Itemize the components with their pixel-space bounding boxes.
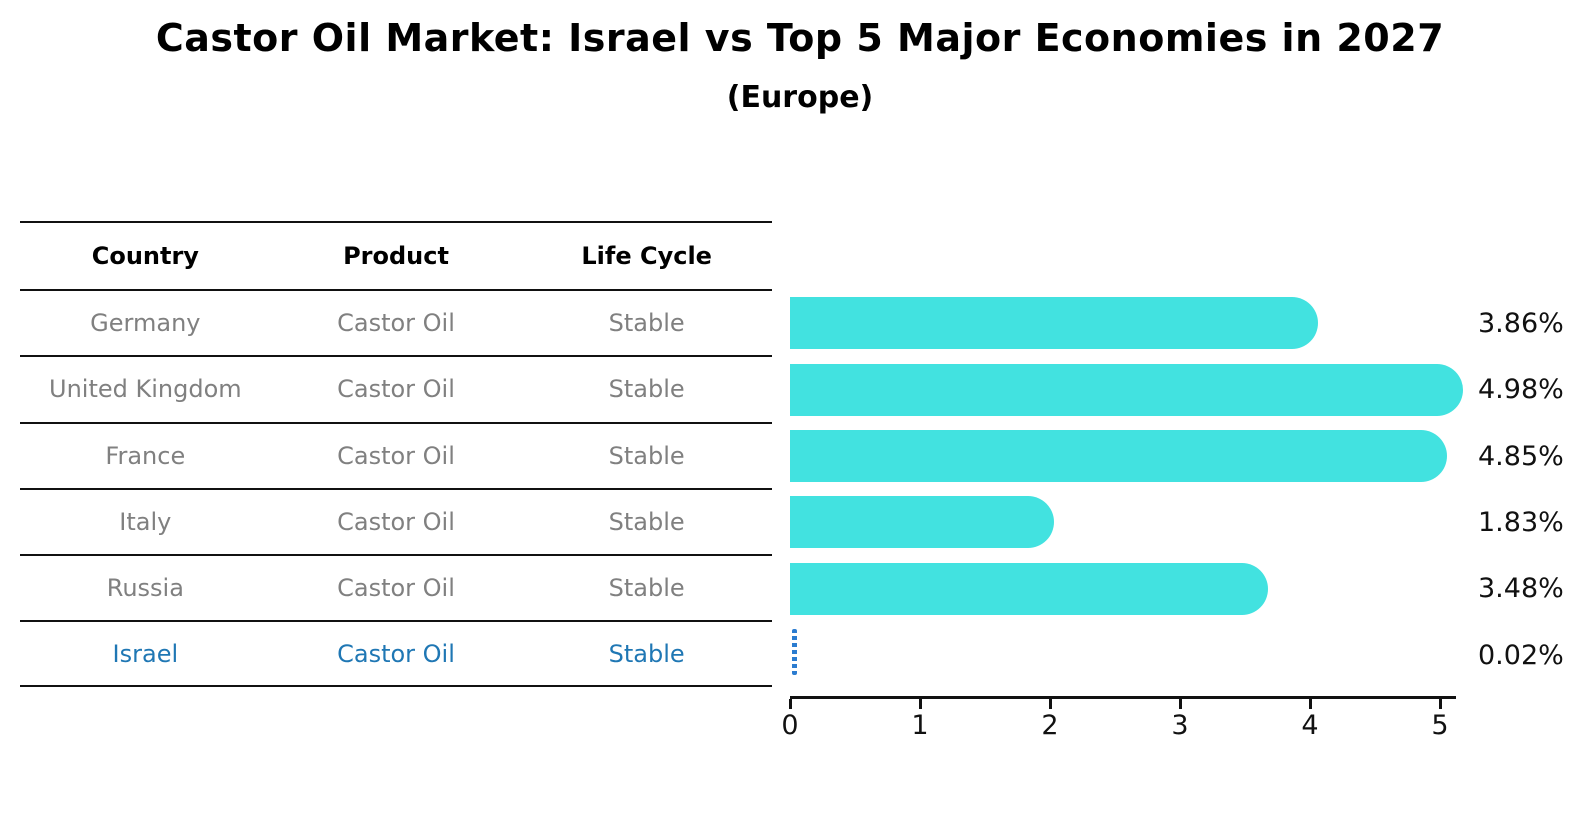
cell-product: Castor Oil: [337, 639, 455, 668]
cell-country: Germany: [90, 309, 201, 338]
cell-lifecycle: Stable: [608, 639, 685, 668]
table-row-united-kingdom: United Kingdom Castor Oil Stable: [20, 355, 772, 421]
value-label-france: 4.85%: [1478, 441, 1564, 472]
x-axis-tick-label: 3: [1171, 710, 1189, 741]
bar-italy: [790, 496, 1054, 548]
x-axis-tick-5: [1439, 699, 1442, 709]
cell-lifecycle: Stable: [608, 441, 685, 470]
value-label-germany: 3.86%: [1478, 308, 1564, 339]
x-axis-tick-4: [1309, 699, 1312, 709]
bar-france: [790, 430, 1447, 482]
value-label-italy: 1.83%: [1478, 507, 1564, 538]
value-label-israel: 0.02%: [1478, 640, 1564, 671]
cell-lifecycle: Stable: [608, 375, 685, 404]
table-row-italy: Italy Castor Oil Stable: [20, 487, 772, 554]
bar-israel-dotted-marker: [792, 629, 797, 675]
bar-united-kingdom: [790, 364, 1464, 416]
column-header-lifecycle: Life Cycle: [581, 242, 712, 270]
table-row-france: France Castor Oil Stable: [20, 421, 772, 488]
x-axis-tick-label: 4: [1301, 710, 1319, 741]
cell-country: Italy: [119, 508, 172, 537]
x-axis-tick-1: [919, 699, 922, 709]
bar-russia: [790, 563, 1269, 615]
value-label-russia: 3.48%: [1478, 573, 1564, 604]
x-axis-tick-0: [789, 699, 792, 709]
cell-product: Castor Oil: [337, 441, 455, 470]
cell-country: France: [105, 441, 186, 470]
data-table: Country Product Life Cycle Germany Casto…: [20, 221, 772, 687]
cell-product: Castor Oil: [337, 309, 455, 338]
cell-country: Russia: [106, 574, 184, 603]
chart-title: Castor Oil Market: Israel vs Top 5 Major…: [155, 16, 1445, 60]
x-axis-tick-label: 1: [911, 710, 929, 741]
x-axis-tick-label: 2: [1041, 710, 1059, 741]
table-row-germany: Germany Castor Oil Stable: [20, 289, 772, 355]
cell-lifecycle: Stable: [608, 309, 685, 338]
bar-germany: [790, 297, 1318, 349]
cell-country: Israel: [112, 639, 179, 668]
cell-product: Castor Oil: [337, 574, 455, 603]
cell-product: Castor Oil: [337, 508, 455, 537]
column-header-country: Country: [91, 242, 199, 270]
chart-subtitle: (Europe): [726, 80, 874, 115]
value-label-united-kingdom: 4.98%: [1478, 374, 1564, 405]
column-header-product: Product: [343, 242, 449, 270]
table-header-row: Country Product Life Cycle: [20, 221, 772, 289]
cell-lifecycle: Stable: [608, 508, 685, 537]
x-axis-tick-2: [1049, 699, 1052, 709]
table-row-russia: Russia Castor Oil Stable: [20, 554, 772, 620]
cell-country: United Kingdom: [49, 375, 242, 404]
x-axis-line: [790, 696, 1456, 699]
x-axis-tick-3: [1179, 699, 1182, 709]
x-axis-tick-label: 0: [781, 710, 799, 741]
cell-lifecycle: Stable: [608, 574, 685, 603]
cell-product: Castor Oil: [337, 375, 455, 404]
table-row-israel: Israel Castor Oil Stable: [20, 620, 772, 687]
x-axis-tick-label: 5: [1431, 710, 1449, 741]
